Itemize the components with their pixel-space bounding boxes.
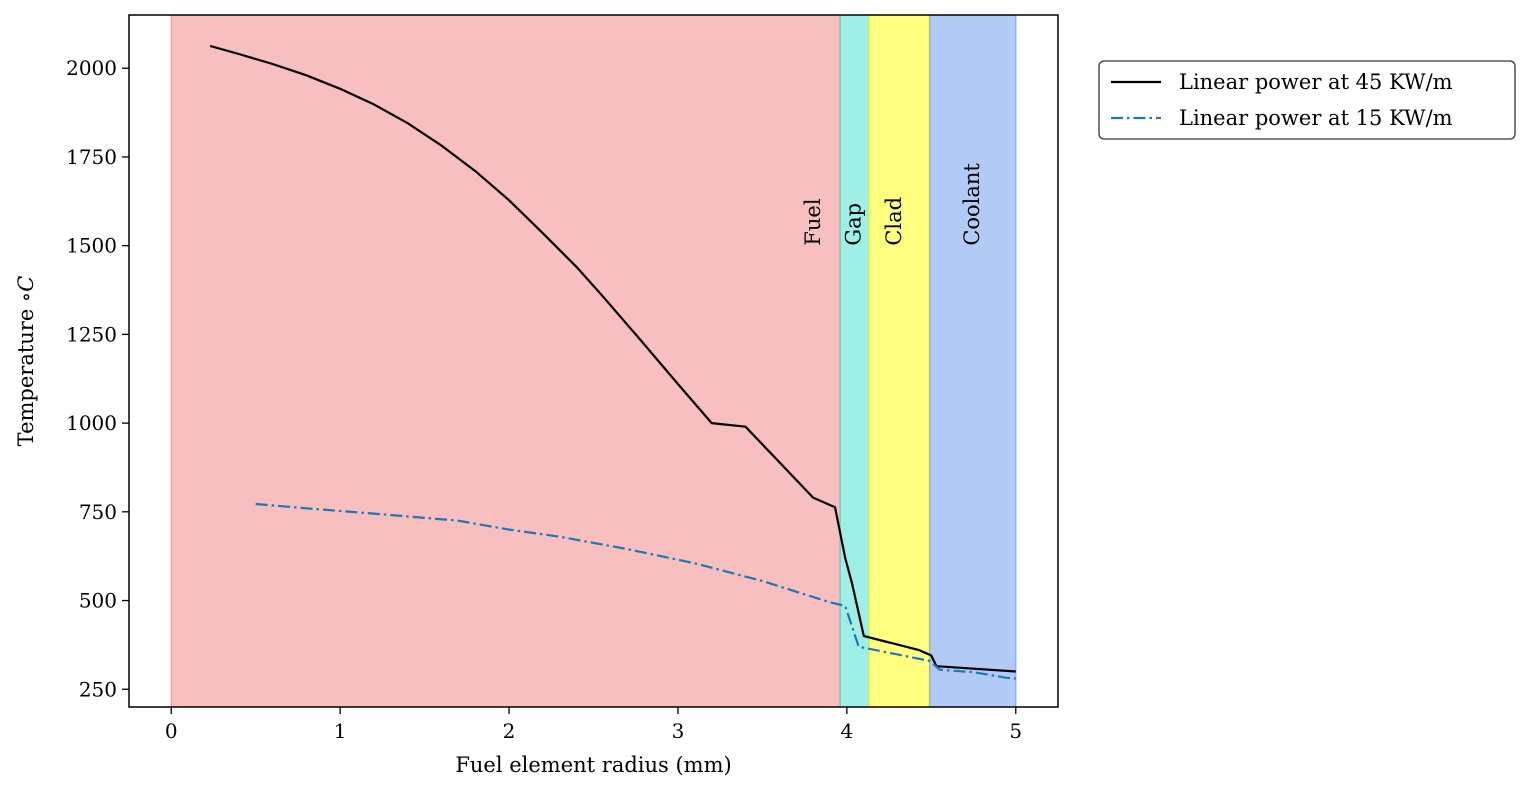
x-tick-label: 3 [672, 719, 685, 743]
region-labels: Fuel Gap Clad Coolant [801, 163, 984, 246]
region-band-fuel [171, 15, 841, 707]
x-axis-label: Fuel element radius (mm) [455, 753, 731, 777]
svg-text:Temperature ∘C: Temperature ∘C [14, 276, 38, 447]
series-line-1 [209, 44, 1016, 673]
x-tick-label: 4 [840, 719, 853, 743]
series-lines [209, 44, 1016, 680]
plot-frame [128, 14, 1059, 708]
y-axis-label: Temperature ∘C [14, 276, 38, 447]
y-axis-label-text: Temperature [14, 309, 38, 447]
region-band-clad [868, 15, 930, 707]
y-tick-label: 500 [79, 589, 117, 613]
region-label-fuel: Fuel [801, 198, 825, 246]
x-axis-ticks: 0 1 2 3 4 5 [165, 707, 1022, 743]
legend-label-1: Linear power at 45 KW/m [1179, 70, 1453, 94]
y-tick-label: 750 [79, 500, 117, 524]
legend: Linear power at 45 KW/m Linear power at 1… [1098, 60, 1516, 140]
region-label-gap: Gap [842, 203, 866, 246]
legend-label-2: Linear power at 15 KW/m [1179, 106, 1453, 130]
y-tick-label: 1500 [66, 234, 117, 258]
x-tick-label: 0 [165, 719, 178, 743]
y-axis-ticks: 250 500 750 1000 1250 1500 1750 2000 [66, 56, 129, 701]
region-label-clad: Clad [882, 197, 906, 246]
y-axis-label-unit: ∘C [14, 276, 38, 302]
series-line-2 [255, 502, 1016, 680]
region-band-coolant [929, 15, 1016, 707]
legend-box [1098, 60, 1516, 140]
y-tick-label: 1250 [66, 322, 117, 346]
region-label-coolant: Coolant [960, 163, 984, 246]
region-bands [170, 15, 1017, 707]
y-tick-label: 1000 [66, 411, 117, 435]
x-tick-label: 2 [503, 719, 516, 743]
region-band-gap [840, 15, 869, 707]
y-tick-label: 2000 [66, 56, 117, 80]
x-tick-label: 5 [1009, 719, 1022, 743]
y-tick-label: 1750 [66, 145, 117, 169]
x-tick-label: 1 [334, 719, 347, 743]
y-tick-label: 250 [79, 677, 117, 701]
